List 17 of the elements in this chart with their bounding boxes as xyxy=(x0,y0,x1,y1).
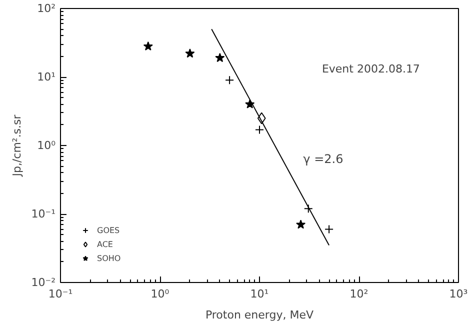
x-tick-label: 10⁰ xyxy=(150,288,170,300)
x-axis-title: Proton energy, MeV xyxy=(205,308,314,322)
y-tick-label: 10⁻² xyxy=(31,276,56,289)
x-tick-label: 10² xyxy=(350,288,368,300)
x-tick-label: 10¹ xyxy=(250,288,269,300)
x-tick-label: 10³ xyxy=(449,288,468,300)
annotation: γ =2.6 xyxy=(303,152,344,166)
y-tick-label: 10² xyxy=(37,2,56,15)
annotation: Event 2002.08.17 xyxy=(322,62,420,76)
y-tick-label: 10⁰ xyxy=(37,139,56,152)
x-tick-label: 10⁻¹ xyxy=(48,288,73,300)
y-axis-title: Jp,/cm².s.sr xyxy=(10,114,24,178)
y-tick-label: 10⁻¹ xyxy=(31,208,56,220)
legend-label: ACE xyxy=(97,238,114,250)
legend-label: SOHO xyxy=(97,252,121,264)
y-tick-label: 10¹ xyxy=(37,70,56,84)
legend-label: GOES xyxy=(97,224,120,236)
